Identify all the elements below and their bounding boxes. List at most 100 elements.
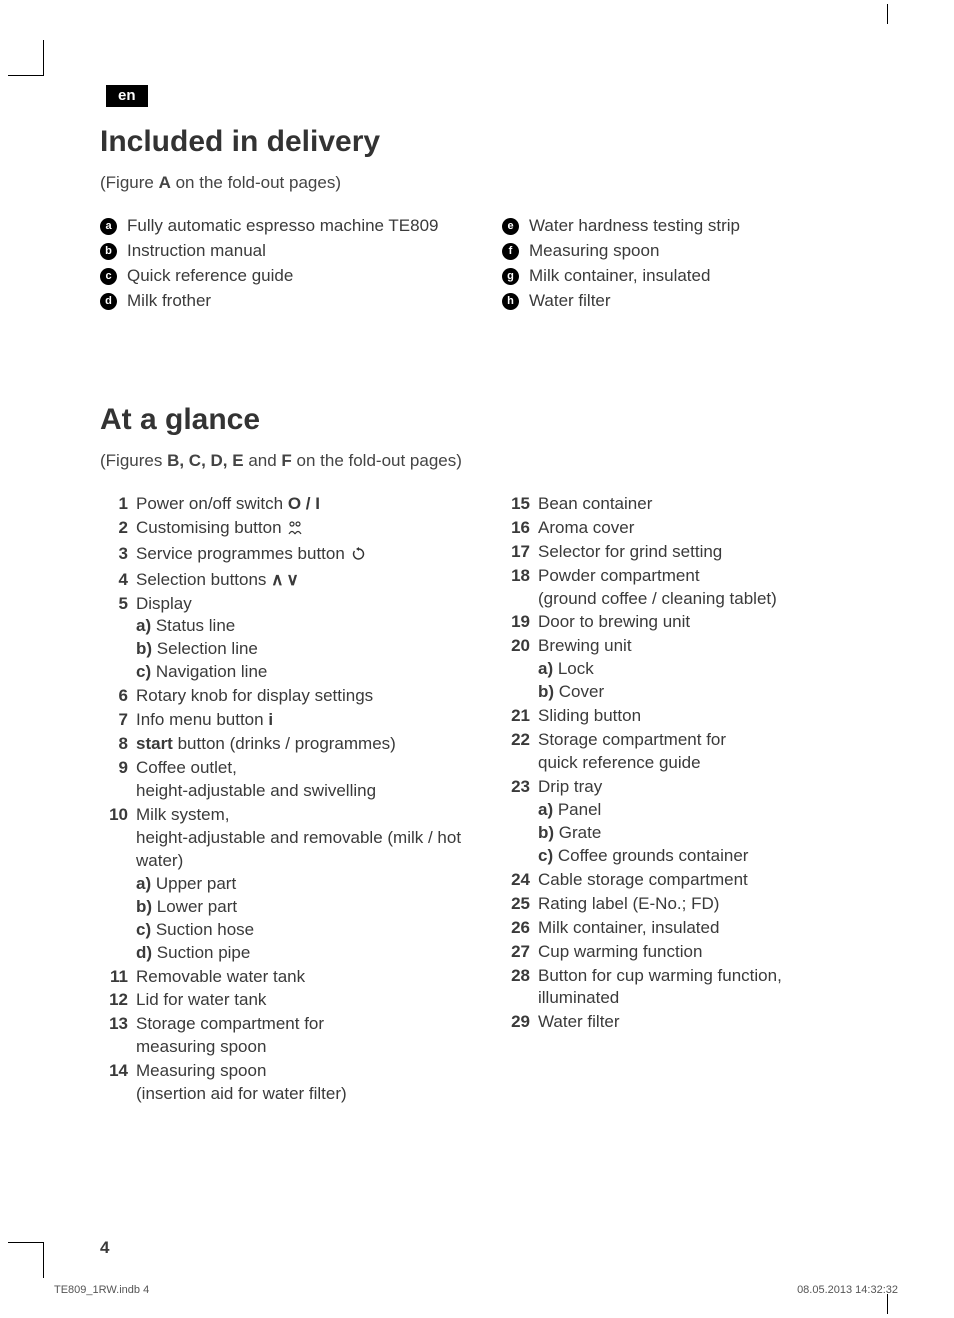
item-text: Info menu button i [136, 709, 462, 732]
item-text: Coffee outlet,height-adjustable and swiv… [136, 757, 462, 803]
footer-filename: TE809_1RW.indb 4 [54, 1284, 149, 1296]
item-text: Customising button [136, 517, 462, 542]
glance-list-right: 15Bean container16Aroma cover17Selector … [502, 493, 864, 1035]
item-number: 19 [502, 611, 530, 634]
sub-item: c) Coffee grounds container [538, 845, 864, 868]
item-continuation: (insertion aid for water filter) [136, 1083, 462, 1106]
glance-item: 2 Customising button [100, 517, 462, 542]
item-number: 9 [100, 757, 128, 803]
delivery-item-text: Instruction manual [127, 240, 462, 263]
item-continuation: height-adjustable and removable (milk / … [136, 827, 462, 873]
item-text: Rotary knob for display settings [136, 685, 462, 708]
item-number: 5 [100, 593, 128, 685]
item-text: Storage compartment forquick reference g… [538, 729, 864, 775]
item-number: 4 [100, 569, 128, 592]
letter-bullet: b [100, 243, 117, 260]
delivery-item: a Fully automatic espresso machine TE809 [100, 215, 462, 238]
glance-item: 9Coffee outlet,height-adjustable and swi… [100, 757, 462, 803]
delivery-item-text: Fully automatic espresso machine TE809 [127, 215, 462, 238]
delivery-item: c Quick reference guide [100, 265, 462, 288]
item-number: 23 [502, 776, 530, 868]
item-number: 11 [100, 966, 128, 989]
glance-item: 24Cable storage compartment [502, 869, 864, 892]
language-badge: en [106, 85, 148, 107]
print-footer: TE809_1RW.indb 4 08.05.2013 14:32:32 [54, 1284, 898, 1296]
glance-item: 12Lid for water tank [100, 989, 462, 1012]
glance-item: 11 Removable water tank [100, 966, 462, 989]
item-text: Displaya) Status lineb) Selection linec)… [136, 593, 462, 685]
item-number: 14 [100, 1060, 128, 1106]
item-number: 20 [502, 635, 530, 704]
glance-item: 16Aroma cover [502, 517, 864, 540]
item-number: 15 [502, 493, 530, 516]
sub-item: d) Suction pipe [136, 942, 462, 965]
item-text: Removable water tank [136, 966, 462, 989]
item-text: Milk system,height-adjustable and remova… [136, 804, 462, 965]
item-text: Powder compartment(ground coffee / clean… [538, 565, 864, 611]
item-text: Storage compartment formeasuring spoon [136, 1013, 462, 1059]
sub-item: a) Upper part [136, 873, 462, 896]
service-icon [352, 545, 366, 568]
sub-item: b) Selection line [136, 638, 462, 661]
sub-item: b) Grate [538, 822, 864, 845]
letter-bullet: c [100, 268, 117, 285]
item-text: Power on/off switch O / I [136, 493, 462, 516]
letter-bullet: a [100, 218, 117, 235]
glance-list-left: 1 Power on/off switch O / I 2 Customising b… [100, 493, 462, 1106]
item-text: Measuring spoon(insertion aid for water … [136, 1060, 462, 1106]
item-number: 8 [100, 733, 128, 756]
letter-bullet: e [502, 218, 519, 235]
delivery-item: fMeasuring spoon [502, 240, 864, 263]
item-number: 2 [100, 517, 128, 542]
glance-item: 4Selection buttons ∧ ∨ [100, 569, 462, 592]
item-number: 25 [502, 893, 530, 916]
glance-item: 22Storage compartment forquick reference… [502, 729, 864, 775]
item-number: 22 [502, 729, 530, 775]
glance-item: 3Service programmes button [100, 543, 462, 568]
glance-columns: 1 Power on/off switch O / I 2 Customising b… [100, 493, 864, 1107]
item-number: 27 [502, 941, 530, 964]
delivery-list-left: aFully automatic espresso machine TE809b… [100, 215, 462, 313]
delivery-item: b Instruction manual [100, 240, 462, 263]
letter-bullet: f [502, 243, 519, 260]
glance-item: 17Selector for grind setting [502, 541, 864, 564]
item-continuation: (ground coffee / cleaning tablet) [538, 588, 864, 611]
sub-item: b) Lower part [136, 896, 462, 919]
item-number: 17 [502, 541, 530, 564]
item-number: 10 [100, 804, 128, 965]
item-number: 29 [502, 1011, 530, 1034]
item-text: Service programmes button [136, 543, 462, 568]
item-text: Milk container, insulated [538, 917, 864, 940]
item-number: 6 [100, 685, 128, 708]
item-continuation: illuminated [538, 987, 864, 1010]
item-text: Brewing unita) Lockb) Cover [538, 635, 864, 704]
heading-included: Included in delivery [100, 125, 864, 159]
glance-item: 14Measuring spoon(insertion aid for wate… [100, 1060, 462, 1106]
glance-item: 23Drip traya) Panelb) Gratec) Coffee gro… [502, 776, 864, 868]
item-number: 1 [100, 493, 128, 516]
letter-bullet: h [502, 293, 519, 310]
glance-item: 15Bean container [502, 493, 864, 516]
delivery-item-text: Water hardness testing strip [529, 215, 864, 238]
item-text: Rating label (E-No.; FD) [538, 893, 864, 916]
glance-item: 8start button (drinks / programmes) [100, 733, 462, 756]
customise-icon [288, 519, 304, 542]
item-number: 26 [502, 917, 530, 940]
glance-item: 29Water filter [502, 1011, 864, 1034]
delivery-item: dMilk frother [100, 290, 462, 313]
delivery-item: gMilk container, insulated [502, 265, 864, 288]
item-text: Cup warming function [538, 941, 864, 964]
page-content: en Included in delivery (Figure A on the… [100, 85, 864, 1258]
delivery-item-text: Milk container, insulated [529, 265, 864, 288]
item-number: 28 [502, 965, 530, 1011]
item-text: Button for cup warming function,illumina… [538, 965, 864, 1011]
glance-item: 5Displaya) Status lineb) Selection linec… [100, 593, 462, 685]
glance-item: 13Storage compartment formeasuring spoon [100, 1013, 462, 1059]
item-text: Door to brewing unit [538, 611, 864, 634]
item-number: 12 [100, 989, 128, 1012]
delivery-item-text: Quick reference guide [127, 265, 462, 288]
sub-item: b) Cover [538, 681, 864, 704]
item-text: Aroma cover [538, 517, 864, 540]
footer-timestamp: 08.05.2013 14:32:32 [797, 1284, 898, 1296]
glance-item: 18Powder compartment(ground coffee / cle… [502, 565, 864, 611]
